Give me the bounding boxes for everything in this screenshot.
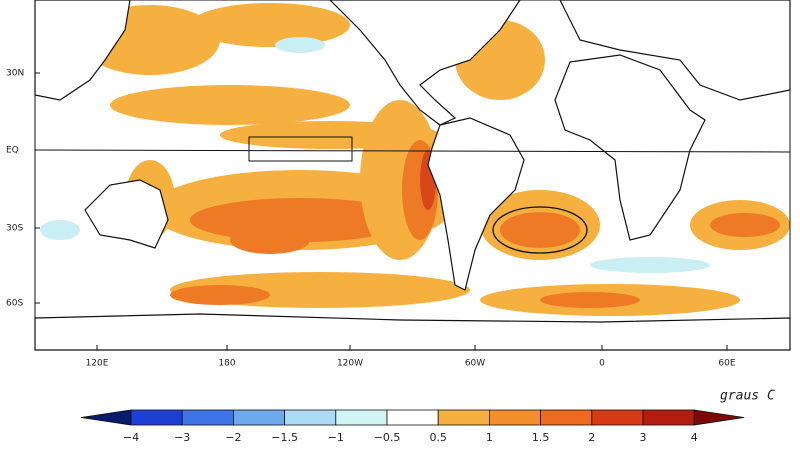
colorbar-box: [642, 409, 695, 426]
australia: [84, 179, 169, 249]
colorbar-end: [693, 409, 745, 426]
asia: [34, 0, 131, 101]
africa: [554, 54, 706, 241]
colorbar-label: 0.5: [429, 431, 447, 444]
south-america: [427, 117, 525, 291]
lat-label: EQ: [6, 146, 19, 156]
colorbar-box: [386, 409, 439, 426]
colorbar-box: [181, 409, 234, 426]
colorbar-label: −2: [225, 431, 241, 444]
lon-label: 120E: [86, 359, 109, 369]
unit-label: graus C: [720, 389, 775, 404]
lon-label: 60E: [718, 359, 735, 369]
colorbar-box: [437, 409, 490, 426]
colorbar-box: [540, 409, 593, 426]
highlight-ellipse: [492, 206, 588, 254]
lat-label: 30N: [6, 69, 24, 79]
map-border: [34, 0, 791, 351]
colorbar-box: [591, 409, 644, 426]
continents: [34, 0, 791, 351]
lon-label: 120W: [337, 359, 363, 369]
colorbar-label: 1: [486, 431, 493, 444]
colorbar-box: [232, 409, 285, 426]
map: [34, 0, 791, 351]
colorbar-box: [335, 409, 388, 426]
colorbar-end: [80, 409, 132, 426]
colorbar-label: 4: [691, 431, 698, 444]
lat-label: 60S: [6, 299, 23, 309]
colorbar-label: −3: [174, 431, 190, 444]
lat-label: 60N: [6, 0, 24, 3]
nino-box: [248, 136, 353, 162]
colorbar-box: [130, 409, 183, 426]
north-america: [329, 0, 521, 126]
colorbar-label: −1: [328, 431, 344, 444]
colorbar-label: 3: [640, 431, 647, 444]
equator-line: [34, 149, 791, 153]
lat-label: 30S: [6, 224, 23, 234]
colorbar-label: −1.5: [271, 431, 298, 444]
colorbar-box: [284, 409, 337, 426]
colorbar-box: [488, 409, 541, 426]
colorbar-label: 1.5: [532, 431, 550, 444]
lon-label: 0: [599, 359, 605, 369]
colorbar-label: 2: [588, 431, 595, 444]
colorbar-label: −4: [123, 431, 139, 444]
lon-label: 60W: [465, 359, 485, 369]
colorbar-label: −0.5: [374, 431, 401, 444]
lon-label: 180: [218, 359, 235, 369]
